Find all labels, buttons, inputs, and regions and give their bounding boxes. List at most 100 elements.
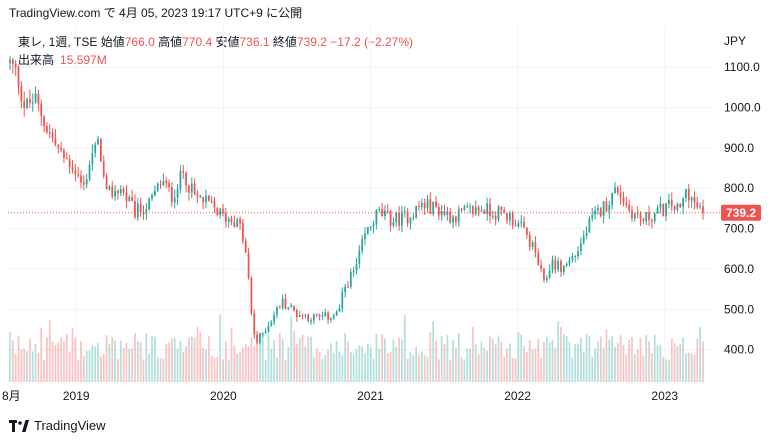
- volume-bar: [29, 338, 31, 382]
- candles: [9, 56, 704, 345]
- volume-bar: [366, 343, 369, 382]
- volume-bar: [250, 337, 253, 382]
- volume-bar: [500, 341, 503, 382]
- volume-bar: [242, 347, 244, 382]
- candle-body: [88, 164, 91, 180]
- volume-bar: [557, 321, 560, 382]
- volume-bar: [264, 359, 267, 382]
- volume-bar: [330, 343, 332, 382]
- volume-bar: [63, 341, 65, 382]
- candle-body: [213, 201, 216, 208]
- volume-bar: [270, 348, 273, 382]
- volume-bar: [310, 336, 312, 382]
- volume-bar: [389, 351, 392, 382]
- candle-body: [114, 190, 116, 197]
- candle-body: [91, 153, 94, 165]
- candle-body: [395, 213, 398, 223]
- volume-bar: [171, 338, 173, 382]
- volume-bar: [401, 339, 403, 382]
- candle-body: [82, 182, 85, 185]
- time-tick-label: 2019: [63, 389, 90, 403]
- volume-bar: [690, 352, 693, 382]
- volume-bar: [51, 341, 54, 382]
- price-axis[interactable]: 1100.0 1000.0 900.0 800.0 700.0 600.0 500.0 400…: [724, 60, 761, 357]
- candle-body: [682, 198, 684, 207]
- candle-body: [406, 211, 409, 224]
- candle-body: [11, 59, 14, 64]
- volume-bar: [173, 337, 176, 382]
- volume-bar: [457, 333, 460, 382]
- volume-bar: [608, 339, 611, 382]
- volume-bar: [261, 332, 264, 382]
- volume-bar: [514, 358, 517, 382]
- volume-bar: [304, 346, 307, 382]
- price-tick-label: 800.0: [724, 181, 754, 195]
- candle-body: [608, 205, 611, 212]
- volume-bar: [571, 357, 574, 382]
- volume-bar: [616, 342, 619, 382]
- candle-body: [619, 192, 622, 198]
- volume-bar: [216, 357, 219, 382]
- candle-body: [611, 193, 613, 206]
- footer-brand[interactable]: TradingView: [9, 418, 106, 433]
- volume-bar: [230, 328, 233, 382]
- volume-bar: [506, 348, 508, 382]
- volume-bar: [520, 334, 523, 382]
- volume-bar: [34, 343, 37, 382]
- volume-bar: [37, 352, 40, 382]
- candle-body: [381, 209, 383, 216]
- volume-bar: [20, 349, 23, 382]
- volume-bar: [335, 341, 338, 382]
- volume-bar: [295, 343, 298, 382]
- volume-bar: [554, 347, 557, 382]
- symbol-label[interactable]: 東レ, 1週, TSE: [18, 35, 98, 49]
- candle-body: [401, 211, 403, 226]
- volume-bar: [628, 339, 631, 382]
- candle-body: [290, 305, 293, 308]
- candle-body: [633, 213, 636, 219]
- volume-bar: [267, 333, 270, 382]
- candle-body: [264, 331, 267, 334]
- price-tag-background: [721, 204, 761, 221]
- candle-body: [216, 207, 219, 216]
- candle-body: [625, 202, 628, 206]
- candle-body: [702, 206, 704, 213]
- candle-body: [591, 214, 594, 219]
- candle-body: [176, 189, 179, 198]
- candle-body: [673, 205, 676, 210]
- candle-body: [602, 201, 605, 216]
- volume-bar: [88, 350, 91, 382]
- published-line: TradingView.com で 4月 05, 2023 19:17 UTC+…: [9, 6, 303, 20]
- candle-body: [378, 209, 381, 211]
- volume-bar: [190, 336, 193, 382]
- currency-label[interactable]: JPY: [724, 34, 747, 48]
- volume-bar: [486, 350, 489, 382]
- volume-bar: [540, 358, 542, 382]
- candle-body: [656, 207, 659, 214]
- volume-bar: [315, 348, 318, 382]
- volume-bar: [472, 326, 474, 382]
- volume-bar: [352, 354, 355, 382]
- volume-bar: [134, 333, 136, 382]
- open-label: 始値: [100, 35, 125, 49]
- candle-body: [531, 242, 534, 247]
- candle-body: [139, 203, 142, 213]
- time-tick-label: 2022: [504, 389, 531, 403]
- time-axis[interactable]: 8月 2019 2020 2021 2022 2023: [2, 389, 678, 403]
- volume-bar: [395, 346, 398, 382]
- candle-body: [344, 286, 347, 293]
- volume-bar: [551, 339, 554, 382]
- candle-body: [375, 209, 378, 225]
- candle-body: [494, 215, 497, 220]
- volume-bar: [599, 336, 602, 382]
- candle-body: [341, 292, 344, 309]
- volume-bar: [236, 353, 239, 382]
- candle-body: [446, 211, 449, 216]
- candle-body: [665, 203, 667, 216]
- volume-bar: [128, 348, 131, 382]
- volume-bar: [611, 336, 613, 382]
- candle-body: [253, 313, 256, 335]
- candle-body: [247, 252, 250, 278]
- candle-body: [565, 263, 568, 266]
